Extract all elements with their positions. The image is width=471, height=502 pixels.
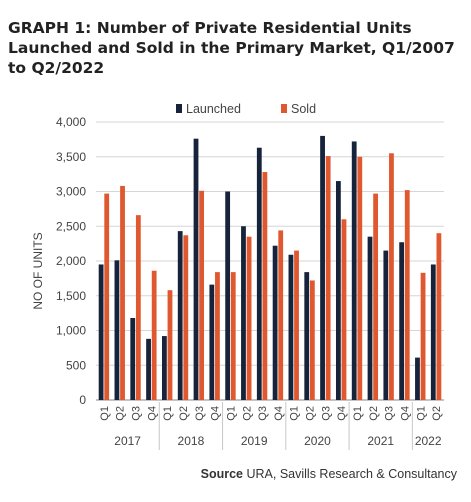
source-text: URA, Savills Research & Consultancy (246, 467, 458, 481)
x-tick-label: Q1 (289, 406, 301, 421)
bar-sold (373, 193, 379, 400)
x-tick-label: Q1 (352, 406, 364, 421)
y-axis-label: NO OF UNITS (31, 232, 45, 309)
x-tick-label: Q2 (431, 406, 443, 421)
x-tick-label: Q4 (399, 406, 411, 421)
bar-sold (120, 185, 125, 400)
bar-launched (146, 338, 151, 400)
bar-launched (114, 260, 120, 400)
x-tick-label: Q3 (257, 406, 269, 421)
bar-sold (151, 270, 157, 400)
bar-launched (130, 317, 136, 400)
y-tick-label: 1,000 (56, 324, 86, 338)
year-label: 2022 (415, 434, 442, 448)
x-tick-label: Q4 (273, 406, 285, 421)
title-line-3: to Q2/2022 (8, 59, 105, 77)
bar-launched (399, 242, 405, 400)
x-tick-label: Q2 (305, 406, 317, 421)
bar-launched (383, 250, 389, 400)
x-tick-label: Q1 (225, 406, 237, 421)
legend-swatch-sold (281, 104, 287, 113)
y-tick-label: 3,000 (56, 185, 86, 199)
bar-sold (341, 219, 347, 400)
bar-launched (161, 336, 167, 400)
bar-sold (230, 272, 236, 400)
x-tick-label: Q2 (178, 406, 190, 421)
bar-sold (404, 190, 410, 400)
bar-sold (294, 250, 299, 400)
bar-launched (304, 272, 310, 400)
y-tick-label: 0 (79, 393, 86, 407)
year-label: 2021 (367, 434, 394, 448)
bar-sold (199, 190, 205, 400)
bar-chart: 05001,0001,5002,0002,5003,0003,5004,000 … (31, 102, 444, 450)
legend-label-launched: Launched (186, 102, 241, 116)
bar-sold (389, 153, 394, 400)
x-tick-label: Q3 (194, 406, 206, 421)
x-tick-label: Q3 (384, 406, 396, 421)
bars (98, 135, 442, 400)
bar-launched (209, 284, 215, 400)
year-label: 2018 (178, 434, 205, 448)
legend-label-sold: Sold (291, 102, 316, 116)
bar-sold (262, 172, 268, 400)
bar-launched (288, 254, 294, 400)
x-tick-label: Q4 (336, 406, 348, 421)
bar-sold (420, 272, 426, 400)
legend-swatch-launched (176, 104, 182, 113)
y-tick-label: 2,500 (56, 219, 86, 233)
bar-launched (320, 135, 325, 400)
x-tick-label: Q2 (241, 406, 253, 421)
x-tick-label: Q3 (320, 406, 332, 421)
bar-sold (309, 280, 315, 400)
bar-launched (430, 264, 436, 400)
chart-title: GRAPH 1: Number of Private Residential U… (8, 18, 463, 78)
bar-sold (135, 215, 141, 400)
y-tick-label: 2,000 (56, 254, 86, 268)
source-note: Source URA, Savills Research & Consultan… (201, 467, 457, 481)
bar-launched (225, 191, 231, 400)
x-tick-label: Q2 (115, 406, 127, 421)
x-tick-label: Q1 (99, 406, 111, 421)
x-tick-label: Q1 (162, 406, 174, 421)
y-axis-ticks: 0 500 1,000 1,500 2,000 2,500 3,000 3,500 4,000 (56, 115, 86, 407)
bar-sold (325, 156, 331, 400)
x-axis: Q1 Q2 Q3 Q4 Q1 Q2 Q3 Q4 Q1 Q2 Q3 Q4 Q1 Q2 Q3 Q4 Q1 Q2 Q3 Q4… (99, 402, 443, 450)
bar-sold (246, 236, 252, 400)
bar-sold (104, 193, 110, 400)
title-line-2: Launched and Sold in the Primary Market,… (8, 39, 455, 57)
y-tick-label: 3,500 (56, 150, 86, 164)
bar-launched (256, 147, 262, 400)
bar-sold (183, 235, 189, 400)
bar-sold (215, 272, 220, 400)
y-tick-label: 500 (66, 358, 86, 372)
x-tick-label: Q4 (210, 406, 222, 421)
y-tick-label: 4,000 (56, 115, 86, 129)
title-line-1: GRAPH 1: Number of Private Residential U… (8, 19, 412, 37)
bar-launched (241, 226, 246, 400)
year-label: 2020 (304, 434, 331, 448)
bar-sold (357, 156, 363, 400)
x-tick-label: Q4 (146, 406, 158, 421)
bar-launched (272, 245, 278, 400)
x-tick-label: Q3 (131, 406, 143, 421)
year-label: 2019 (241, 434, 268, 448)
bar-launched (367, 236, 373, 400)
year-label: 2017 (114, 434, 141, 448)
legend: Launched Sold (176, 102, 316, 116)
source-label: Source (200, 467, 244, 481)
x-tick-label: Q2 (368, 406, 380, 421)
bar-sold (436, 233, 442, 400)
bar-launched (335, 181, 341, 400)
y-tick-label: 1,500 (56, 289, 86, 303)
bar-launched (351, 141, 357, 400)
bar-launched (193, 138, 199, 400)
bar-launched (98, 264, 104, 400)
bar-launched (415, 357, 420, 400)
bar-sold (167, 290, 173, 400)
x-tick-label: Q1 (415, 406, 427, 421)
bar-sold (278, 230, 284, 400)
bar-launched (177, 231, 183, 400)
